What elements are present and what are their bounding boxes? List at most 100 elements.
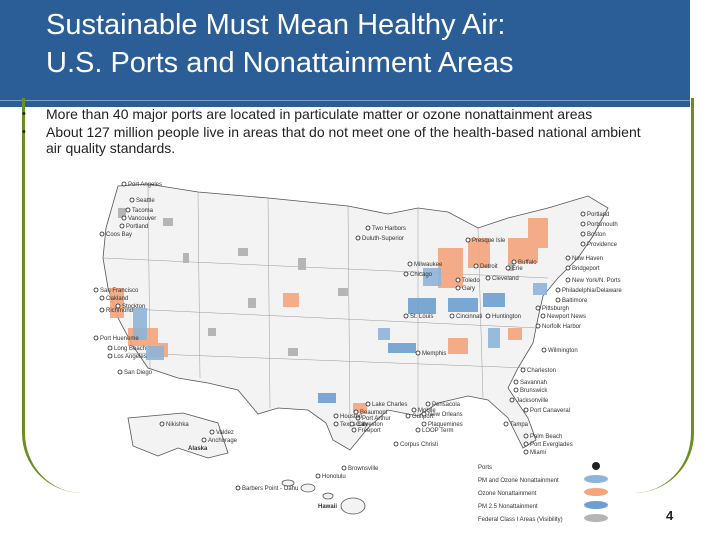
ozone-nonattainment-areas [110,218,548,413]
port-marker-icon [473,263,479,269]
port-label: Memphis [422,351,446,357]
port-label: Nikishka [166,422,189,428]
port-label: Tacoma [132,208,154,214]
port-marker-icon [455,277,461,283]
port-marker-icon [540,313,546,319]
port-marker-icon [580,241,586,247]
port-marker-icon [351,427,357,433]
legend-label: Federal Class I Areas (Visibility) [478,517,563,523]
port-marker-icon [523,433,529,439]
alaska-label: Alaska [188,446,208,452]
port-label: Gary [462,286,475,292]
port-marker-icon [485,275,491,281]
port-marker-icon [235,485,241,491]
legend-swatch [584,475,608,483]
port-marker-icon [449,313,455,319]
port-marker-icon [355,235,361,241]
port-marker-icon [393,441,399,447]
port-label: Valdez [216,430,234,436]
port-label: Providence [587,242,618,248]
port-label: Anchorage [208,438,238,444]
pm-ozone-nonattainment-areas [133,268,547,360]
hawaii-islands [281,479,366,515]
port-marker-icon [117,369,123,375]
port-marker-icon [411,407,417,413]
legend-label: PM 2.5 Nonattainment [478,504,538,510]
port-label: Los Angeles [114,354,147,360]
port-label: Charleston [527,368,556,374]
port-label: Oakland [106,296,128,302]
port-label: Jacksonville [516,398,549,404]
port-marker-icon [421,421,427,427]
port-marker-icon [107,353,113,359]
port-label: Long Beach [114,346,146,352]
port-label: Port Canaveral [530,408,570,414]
port-marker-icon [555,287,561,293]
port-marker-icon [99,231,105,237]
port-marker-icon [365,401,371,407]
port-label: Presque Isle [472,238,506,244]
port-marker-icon [365,225,371,231]
legend-swatch [584,501,608,509]
bullet-item: • More than 40 major ports are located i… [22,106,642,122]
port-label: Two Harbors [372,226,406,232]
port-marker-icon [355,415,361,421]
legend-label: Ozone Nonattainment [478,491,537,497]
port-label: Duluth-Superior [362,236,404,242]
port-marker-icon [119,223,125,229]
port-label: Vancouver [128,216,156,222]
port-label: Port Everglades [530,442,573,448]
port-label: Brownsville [348,466,379,472]
port-label: Port Angeles [128,182,162,188]
port-marker-icon [99,307,105,313]
port-label: Chicago [410,272,433,278]
legend-label: Ports [478,465,492,471]
port-label: Boston [587,232,606,238]
port-label: Norfolk Harbor [542,324,581,330]
slide-frame [22,98,694,493]
legend-swatch [592,462,600,470]
port-marker-icon [333,413,339,419]
port-label: Palm Beach [530,434,562,440]
port-label: Gulfport [412,414,434,420]
class-i-areas [118,208,514,356]
port-label: Lake Charles [372,402,407,408]
port-label: Bridgeport [572,266,600,272]
port-label: Pensacola [432,402,461,408]
us-ports-map: Alaska Hawaii Port Angeles Seattle Tacoma V… [93,181,622,523]
title-line-1: Sustainable Must Mean Healthy Air: [46,9,506,41]
port-label: Erie [512,266,523,272]
port-label: Huntington [492,314,521,320]
port-label: Cleveland [492,276,519,282]
port-label: Philadelphia/Delaware [562,288,622,294]
port-label: Honolulu [322,474,346,480]
port-marker-icon [425,401,431,407]
port-marker-icon [121,181,127,187]
bullet-icon: • [22,126,26,138]
port-label: Seattle [136,198,155,204]
port-marker-icon [315,473,321,479]
title-rule [0,100,690,107]
port-marker-icon [93,335,99,341]
pm25-nonattainment-areas [318,293,505,403]
port-label: Portland [587,212,609,218]
port-marker-icon [535,323,541,329]
port-label: New Orleans [428,412,463,418]
port-marker-icon [421,411,427,417]
port-label: Houston [340,414,362,420]
port-marker-icon [465,237,471,243]
port-label: San Diego [124,370,153,376]
title-line-2: U.S. Ports and Nonattainment Areas [46,47,514,79]
port-label: Port Hueneme [100,336,139,342]
port-marker-icon [509,397,515,403]
legend-swatch [584,514,608,522]
port-label: Barbers Point - Oahu [242,486,298,492]
bullet-item: • About 127 million people live in areas… [22,124,642,156]
port-label: Cincinnati [456,314,482,320]
port-marker-icon [407,261,413,267]
legend-swatch [584,488,608,496]
port-label: Wilmington [548,348,578,354]
port-label: St. Louis [410,314,433,320]
port-label: Savannah [520,380,547,386]
port-label: Detroit [480,264,498,270]
